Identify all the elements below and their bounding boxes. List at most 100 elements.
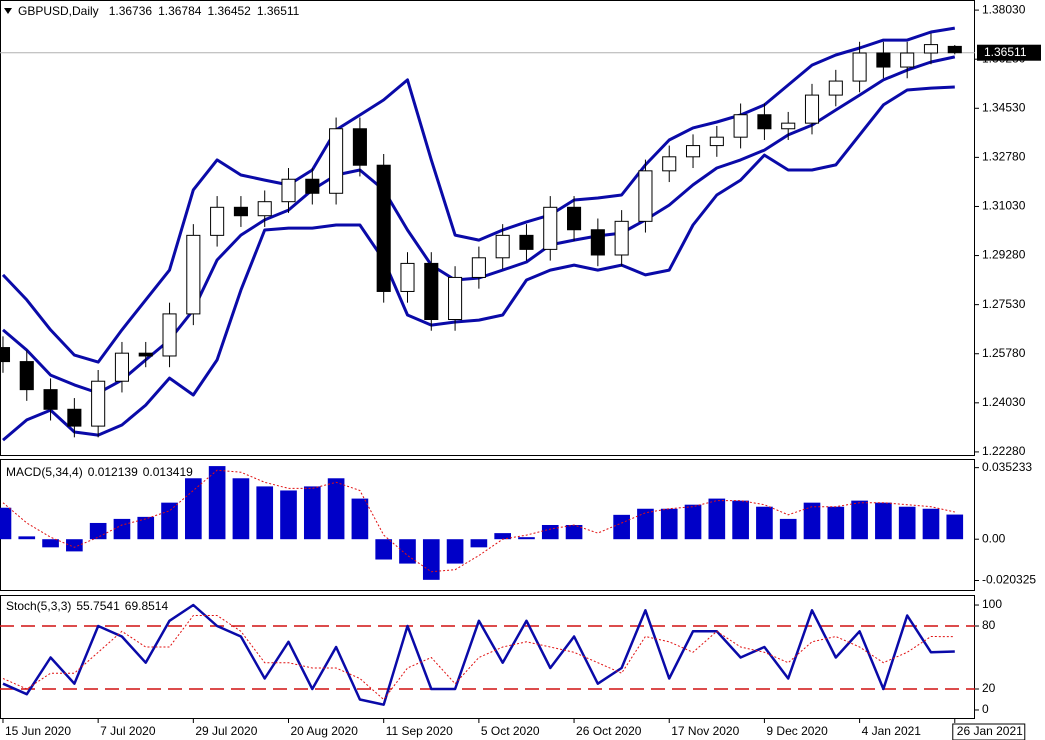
bollinger-upper bbox=[1, 26, 956, 364]
candle-body bbox=[162, 313, 177, 357]
low-value: 1.36452 bbox=[207, 4, 251, 18]
macd-bar bbox=[89, 522, 107, 540]
x-tick-box bbox=[952, 723, 1026, 740]
macd-bar bbox=[756, 506, 773, 540]
macd-bar bbox=[446, 539, 464, 564]
candle-body bbox=[67, 408, 82, 427]
price-box bbox=[977, 44, 1041, 61]
candle-body bbox=[757, 114, 772, 130]
y-tick-label: 20 bbox=[982, 681, 996, 695]
macd-bar bbox=[208, 466, 226, 540]
candle-body bbox=[614, 220, 629, 256]
candle-body bbox=[376, 164, 391, 292]
macd-value: 0.012139 bbox=[88, 465, 138, 479]
stoch-signal-value: 69.8514 bbox=[125, 599, 169, 613]
candle-body bbox=[567, 206, 582, 231]
y-tick-label: 1.29280 bbox=[982, 248, 1026, 262]
stoch-title-line: Stoch(5,3,3) 55.7541 69.8514 bbox=[6, 599, 168, 613]
candle-body bbox=[352, 128, 367, 166]
y-tick-label: 1.31030 bbox=[982, 199, 1026, 213]
candle-body bbox=[281, 178, 296, 203]
macd-bar bbox=[232, 478, 250, 540]
stoch-signal bbox=[2, 615, 955, 700]
macd-signal bbox=[2, 469, 955, 573]
macd-bar bbox=[494, 533, 511, 540]
macd-bar bbox=[470, 539, 488, 548]
candle-body bbox=[519, 234, 534, 250]
macd-bar bbox=[66, 539, 83, 552]
y-tick-label: 1.24030 bbox=[982, 395, 1026, 409]
x-tick-label: 4 Jan 2021 bbox=[862, 724, 922, 738]
candle-body bbox=[448, 276, 463, 321]
x-tick-label: 11 Sep 2020 bbox=[386, 724, 453, 738]
macd-bar bbox=[18, 536, 36, 540]
x-tick-label: 17 Nov 2020 bbox=[671, 724, 739, 738]
macd-bar bbox=[541, 524, 559, 540]
candle-body bbox=[900, 52, 915, 68]
high-value: 1.36784 bbox=[158, 4, 202, 18]
x-tick-label: 26 Oct 2020 bbox=[576, 724, 642, 738]
candle-body bbox=[495, 234, 510, 259]
macd-bar bbox=[827, 506, 845, 540]
macd-bar bbox=[803, 502, 821, 540]
y-tick-label: 0.035233 bbox=[982, 460, 1032, 474]
macd-signal-value: 0.013419 bbox=[143, 465, 193, 479]
candle-body bbox=[0, 347, 11, 363]
candle-body bbox=[781, 122, 796, 130]
candle-body bbox=[233, 206, 248, 217]
bollinger-lower bbox=[2, 85, 955, 442]
macd-bar bbox=[779, 518, 797, 540]
y-tick-label: 1.34530 bbox=[982, 100, 1026, 114]
y-tick-label: 1.38030 bbox=[982, 2, 1026, 16]
chart-title-line: GBPUSD,Daily 1.36736 1.36784 1.36452 1.36511 bbox=[18, 4, 300, 18]
x-tick-label: 29 Jul 2020 bbox=[195, 724, 257, 738]
y-tick-label: 1.22280 bbox=[982, 444, 1026, 458]
x-tick-label: 7 Jul 2020 bbox=[100, 724, 156, 738]
macd-bar bbox=[637, 508, 654, 540]
macd-bar bbox=[161, 502, 178, 540]
macd-bar bbox=[898, 506, 916, 540]
chart-title: GBPUSD,Daily bbox=[18, 4, 99, 18]
candle-body bbox=[543, 206, 558, 250]
candle-body bbox=[733, 114, 748, 138]
macd-bar bbox=[946, 514, 964, 540]
macd-bar bbox=[280, 490, 297, 540]
macd-bar bbox=[185, 478, 202, 540]
macd-bar bbox=[684, 504, 702, 540]
candle-body bbox=[804, 94, 820, 124]
macd-bar bbox=[256, 486, 274, 540]
macd-bar bbox=[137, 516, 155, 540]
macd-bar bbox=[0, 507, 12, 540]
candle-body bbox=[876, 52, 891, 68]
candle-body bbox=[852, 52, 867, 82]
macd-bar bbox=[375, 539, 393, 560]
candle-body bbox=[471, 257, 486, 278]
macd-bar bbox=[660, 508, 678, 540]
candle-body bbox=[828, 80, 843, 96]
candle-body bbox=[305, 178, 320, 194]
y-tick-label: -0.020325 bbox=[982, 573, 1036, 587]
x-tick-label: 9 Dec 2020 bbox=[766, 724, 828, 738]
x-tick-label: 20 Aug 2020 bbox=[291, 724, 359, 738]
close-value: 1.36511 bbox=[257, 4, 300, 18]
candle-body bbox=[43, 389, 58, 410]
y-tick-label: 1.27530 bbox=[982, 297, 1026, 311]
stoch-main-value: 55.7541 bbox=[76, 599, 120, 613]
macd-bar bbox=[42, 539, 59, 548]
macd-bar bbox=[851, 500, 868, 540]
macd-bar bbox=[422, 539, 440, 580]
candle-body bbox=[590, 229, 605, 256]
macd-bar bbox=[613, 514, 630, 540]
candle-body bbox=[947, 45, 962, 54]
macd-bar bbox=[399, 539, 416, 564]
price-label: 1.36511 bbox=[984, 45, 1027, 59]
macd-title: MACD(5,34,4) bbox=[6, 465, 83, 479]
candle-body bbox=[257, 201, 272, 217]
y-tick-label: 0.00 bbox=[982, 531, 1006, 545]
candle-body bbox=[91, 380, 106, 427]
candle-body bbox=[186, 234, 201, 315]
y-tick-label: 0 bbox=[982, 702, 989, 716]
open-value: 1.36736 bbox=[109, 4, 153, 18]
macd-bar bbox=[303, 486, 321, 540]
